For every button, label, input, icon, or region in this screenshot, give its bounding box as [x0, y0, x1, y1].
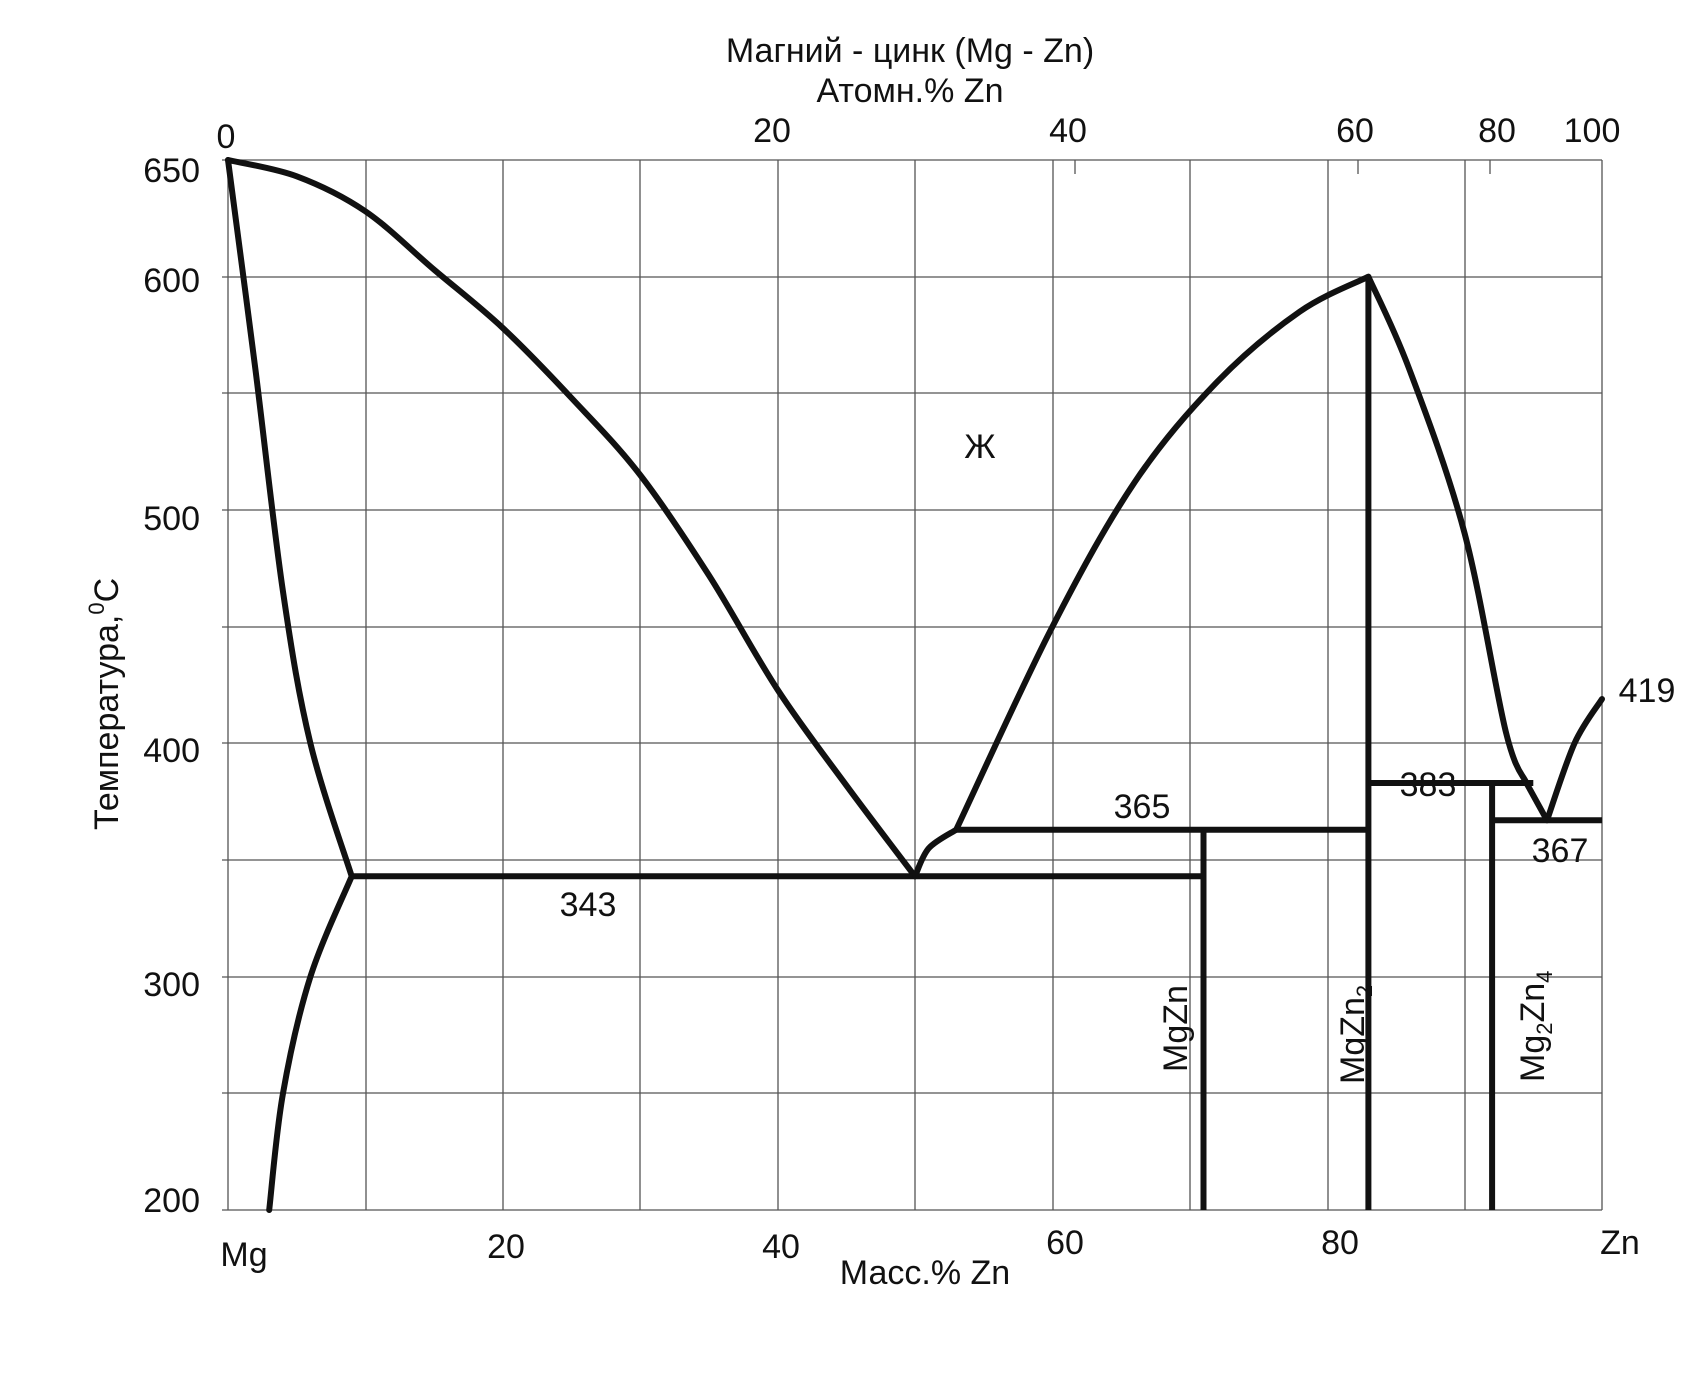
top-tick-label: 20: [753, 112, 791, 150]
phase-boundary-5: [912, 826, 960, 880]
compound-mgzn-label: MgZn: [1157, 985, 1195, 1072]
top-tick-label: 60: [1336, 112, 1374, 150]
bottom-tick-label: Zn: [1600, 1224, 1640, 1262]
top-tick-label: 0: [217, 118, 236, 156]
isotherm-343-label: 343: [560, 886, 617, 924]
y-axis-label-text: Температура,: [88, 615, 126, 830]
top-axis-label: Атомн.% Zn: [817, 72, 1004, 110]
isotherm-383-label: 383: [1400, 766, 1457, 804]
liquid-region-label: Ж: [964, 428, 995, 466]
mg2zn4-sub2: 4: [1532, 971, 1557, 983]
phase-boundary-10: [1365, 273, 1530, 786]
compound-mgzn-group: MgZn: [1157, 985, 1195, 1072]
left-tick-label: 650: [143, 152, 200, 190]
bottom-tick-label: 40: [762, 1228, 800, 1266]
left-tick-label: 500: [143, 500, 200, 538]
isotherm-365-label: 365: [1114, 788, 1171, 826]
left-tick-label: 600: [143, 262, 200, 300]
left-tick-label: 400: [143, 732, 200, 770]
phase-boundary-2: [225, 157, 355, 880]
diagram-title: Магний - цинк (Mg - Zn): [726, 32, 1094, 70]
bottom-tick-label: 80: [1321, 1224, 1359, 1262]
mg2zn4-mid: Zn: [1514, 983, 1552, 1023]
top-tick-label: 80: [1478, 112, 1516, 150]
phase-boundary-6: [953, 273, 1372, 833]
phase-boundary-1: [225, 157, 918, 880]
compound-mgzn2-group: MgZn2: [1334, 985, 1377, 1084]
mg2zn4-sub1: 2: [1532, 1023, 1557, 1035]
y-axis-label-sup: 0: [84, 602, 109, 614]
bottom-tick-label: Mg: [220, 1236, 267, 1274]
left-tick-label: 200: [143, 1182, 200, 1220]
phase-boundary-3: [266, 873, 355, 1213]
left-tick-label: 300: [143, 966, 200, 1004]
bottom-tick-label: 20: [487, 1228, 525, 1266]
compound-mg2zn4-group: Mg2Zn4: [1514, 971, 1557, 1082]
y-axis-label-group: Температура,0C: [84, 578, 126, 830]
grid: [222, 159, 1603, 1211]
zn-melting-point-label: 419: [1619, 672, 1676, 710]
mgzn2-sub: 2: [1352, 985, 1377, 997]
y-axis-label-unit: C: [88, 578, 126, 603]
top-tick-label: 40: [1049, 112, 1087, 150]
compound-mgzn2-label: MgZn2: [1334, 985, 1377, 1084]
isotherm-367-label: 367: [1532, 832, 1589, 870]
mg2zn4-pre: Mg: [1514, 1035, 1552, 1082]
mgzn2-base: MgZn: [1334, 997, 1372, 1084]
x-axis-label: Масс.% Zn: [840, 1254, 1010, 1292]
phase-boundary-13: [1544, 696, 1605, 824]
phase-boundary-12: [1523, 781, 1550, 822]
top-tick-label: 100: [1564, 112, 1621, 150]
compound-mg2zn4-label: Mg2Zn4: [1514, 971, 1557, 1082]
y-axis-label: Температура,0C: [84, 578, 126, 830]
bottom-tick-label: 60: [1046, 1224, 1084, 1262]
phase-boundaries: [225, 157, 1605, 1213]
